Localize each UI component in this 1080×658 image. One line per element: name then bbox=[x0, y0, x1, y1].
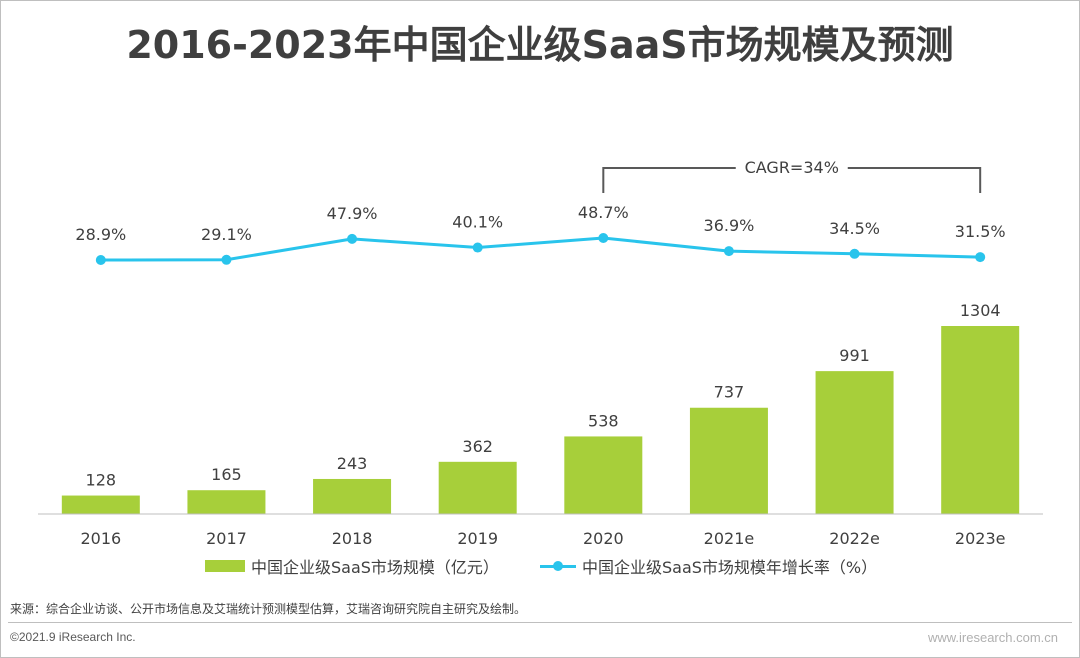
bar-2017 bbox=[187, 490, 266, 514]
bar-2018 bbox=[313, 478, 392, 514]
growth-point-2020 bbox=[598, 233, 609, 243]
growth-line-group: 28.9% 29.1% 47.9% 40.1% 48.7% 36.9% 34.5% 31.5% bbox=[75, 203, 1006, 265]
growth-point-2021e bbox=[723, 246, 734, 257]
x-axis-labels: 2016 2017 2018 2019 2020 2021e 2022e 2023e bbox=[80, 529, 1005, 548]
bar-2019 bbox=[438, 461, 517, 514]
growth-label-2018: 47.9% bbox=[327, 204, 378, 223]
growth-rate-line bbox=[100, 236, 981, 262]
x-tick-label-2022e: 2022e bbox=[829, 529, 880, 548]
bar-value-label-2019: 362 bbox=[462, 437, 493, 456]
watermark: www.iresearch.com.cn bbox=[927, 630, 1058, 645]
growth-label-2023e: 31.5% bbox=[955, 222, 1006, 241]
growth-label-2020: 48.7% bbox=[578, 203, 629, 222]
source-note: 来源：综合企业访谈、公开市场信息及艾瑞统计预测模型估算，艾瑞咨询研究院自主研究及… bbox=[10, 602, 527, 616]
bar-value-label-2020: 538 bbox=[588, 411, 619, 430]
bar-value-label-2021e: 737 bbox=[714, 383, 745, 402]
bar-value-label-2017: 165 bbox=[211, 465, 242, 484]
x-tick-label-2023e: 2023e bbox=[955, 529, 1006, 548]
bar-2020 bbox=[564, 436, 643, 514]
bar-2016 bbox=[61, 495, 140, 514]
legend-label-market-size: 中国企业级SaaS市场规模（亿元） bbox=[251, 558, 499, 577]
cagr-annotation: CAGR=34% bbox=[602, 158, 982, 193]
bar-2021e bbox=[689, 407, 768, 514]
legend-label-growth-rate: 中国企业级SaaS市场规模年增长率（%） bbox=[582, 558, 878, 577]
growth-label-2017: 29.1% bbox=[201, 225, 252, 244]
footer-divider bbox=[8, 622, 1072, 623]
legend: 中国企业级SaaS市场规模（亿元） 中国企业级SaaS市场规模年增长率（%） bbox=[0, 554, 1080, 578]
copyright: ©2021.9 iResearch Inc. bbox=[10, 630, 136, 644]
growth-point-2023e bbox=[975, 252, 986, 263]
bar-2023e bbox=[941, 326, 1020, 514]
growth-point-2017 bbox=[221, 254, 232, 265]
bar-group: 128 165 243 362 538 737 991 1304 bbox=[61, 301, 1020, 514]
x-tick-label-2017: 2017 bbox=[206, 529, 247, 548]
x-tick-label-2020: 2020 bbox=[583, 529, 624, 548]
growth-label-2022e: 34.5% bbox=[829, 219, 880, 238]
cagr-bracket-left bbox=[602, 167, 736, 193]
cagr-bracket-right bbox=[847, 167, 982, 193]
growth-point-2019 bbox=[472, 242, 483, 253]
growth-label-2016: 28.9% bbox=[75, 225, 126, 244]
growth-point-2016 bbox=[95, 255, 106, 265]
legend-item-market-size: 中国企业级SaaS市场规模（亿元） bbox=[205, 554, 499, 578]
bar-value-label-2022e: 991 bbox=[839, 346, 870, 365]
growth-label-2019: 40.1% bbox=[452, 213, 503, 232]
x-tick-label-2016: 2016 bbox=[80, 529, 121, 548]
x-tick-label-2018: 2018 bbox=[332, 529, 373, 548]
chart-title: 2016-2023年中国企业级SaaS市场规模及预测 bbox=[126, 23, 954, 67]
x-tick-label-2021e: 2021e bbox=[704, 529, 755, 548]
bar-value-label-2023e: 1304 bbox=[960, 301, 1001, 320]
x-tick-label-2019: 2019 bbox=[457, 529, 498, 548]
chart-canvas: 28.9% 29.1% 47.9% 40.1% 48.7% 36.9% 34.5% 31.5%… bbox=[38, 158, 1043, 548]
cagr-label: CAGR=34% bbox=[745, 158, 839, 177]
growth-point-2022e bbox=[849, 248, 860, 259]
legend-item-growth-rate: 中国企业级SaaS市场规模年增长率（%） bbox=[540, 554, 877, 578]
growth-label-2021e: 36.9% bbox=[704, 216, 755, 235]
growth-point-2018 bbox=[347, 233, 358, 244]
bar-value-label-2018: 243 bbox=[337, 454, 368, 473]
bar-value-label-2016: 128 bbox=[86, 471, 117, 490]
legend-line-swatch bbox=[540, 560, 576, 572]
bar-2022e bbox=[815, 371, 894, 514]
legend-bar-swatch bbox=[205, 560, 245, 572]
